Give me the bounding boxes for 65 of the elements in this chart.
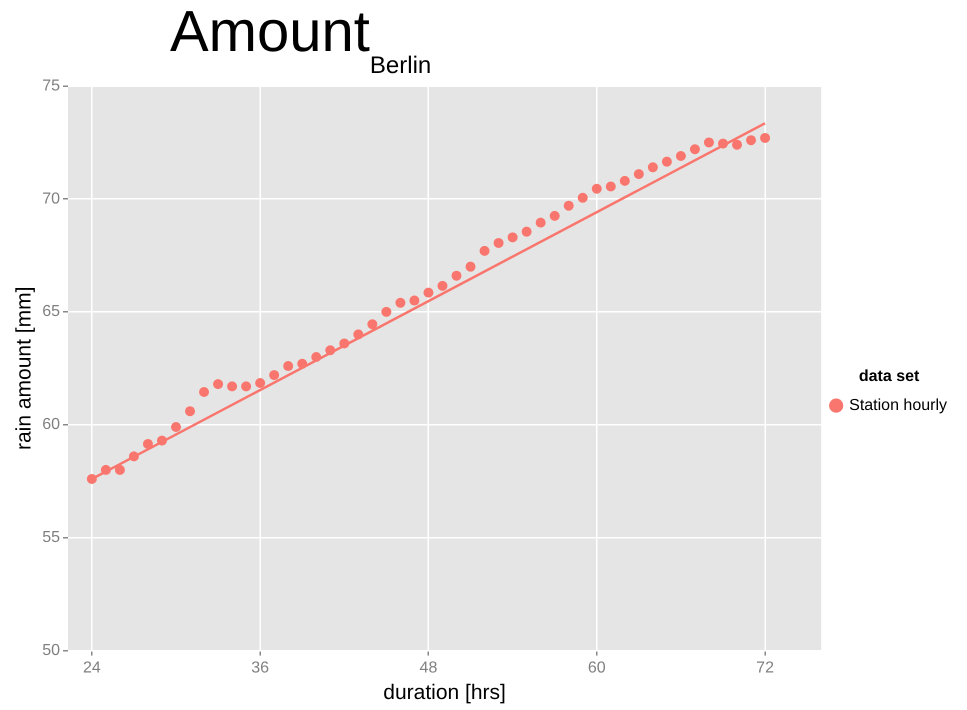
point <box>185 406 196 416</box>
point <box>592 184 602 194</box>
point <box>156 436 167 446</box>
point <box>466 262 476 272</box>
point <box>142 438 153 449</box>
y-tick-label: 60 <box>42 416 60 434</box>
point <box>578 192 588 203</box>
point <box>227 381 238 392</box>
point <box>620 176 630 186</box>
point <box>634 169 644 180</box>
point <box>536 218 546 228</box>
point <box>128 451 139 462</box>
x-tick-label: 60 <box>588 660 606 677</box>
y-tick-label: 55 <box>42 529 60 546</box>
y-axis-title: rain amount [mm] <box>12 286 36 450</box>
point <box>704 137 714 148</box>
point <box>199 387 210 398</box>
point <box>241 381 252 392</box>
point <box>339 338 350 348</box>
point <box>732 140 742 150</box>
point <box>170 422 181 432</box>
x-tick-label: 36 <box>251 660 270 677</box>
point <box>437 280 448 291</box>
point <box>381 306 392 317</box>
chart-title: Amount$_{Berlin}$ <box>170 0 432 80</box>
point <box>452 270 462 281</box>
x-axis-title: duration [hrs] <box>383 681 506 704</box>
point <box>409 296 420 306</box>
legend-label: Station hourly <box>849 397 948 414</box>
point <box>550 210 560 221</box>
point <box>508 232 518 242</box>
point <box>297 358 308 369</box>
point <box>114 464 125 475</box>
point <box>283 361 294 372</box>
point <box>718 138 728 149</box>
point <box>522 226 532 237</box>
point <box>269 370 280 380</box>
point <box>494 238 504 248</box>
point <box>325 345 336 356</box>
x-tick-label: 72 <box>756 660 774 677</box>
point <box>676 151 686 162</box>
point <box>311 352 322 362</box>
point <box>367 319 378 330</box>
y-tick-label: 50 <box>42 642 60 660</box>
point <box>606 182 616 192</box>
y-tick-label: 70 <box>42 190 60 208</box>
point <box>564 200 574 211</box>
x-tick-label: 24 <box>82 660 101 677</box>
point <box>760 132 770 143</box>
point <box>255 378 266 388</box>
x-tick-label: 48 <box>420 660 438 677</box>
point <box>662 156 672 167</box>
y-tick-label: 65 <box>42 303 60 320</box>
point <box>100 464 111 475</box>
point <box>746 135 756 146</box>
y-tick-label: 75 <box>42 77 60 94</box>
point <box>423 288 434 298</box>
point <box>690 144 700 154</box>
point <box>213 379 224 390</box>
point <box>353 329 364 340</box>
legend-title: data set <box>858 368 920 385</box>
point <box>480 246 490 256</box>
point <box>395 298 406 308</box>
point <box>648 162 658 172</box>
point <box>86 474 97 484</box>
